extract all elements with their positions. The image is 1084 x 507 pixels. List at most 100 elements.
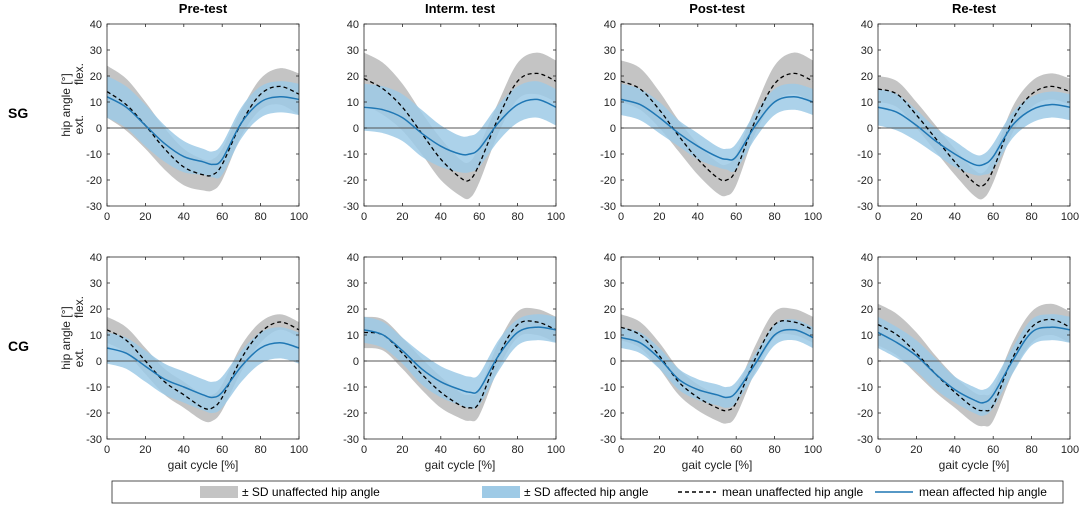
panel-cg-2-x-tick-label: 100 xyxy=(547,444,565,456)
panel-sg-2-y-tick-label: 30 xyxy=(347,45,359,57)
panel-sg-3-y-tick-label: -30 xyxy=(600,201,616,213)
panel-sg-3-y-tick-label: 0 xyxy=(610,123,616,135)
panel-cg-1-x-tick-label: 20 xyxy=(139,444,151,456)
column-title-4: Re-test xyxy=(952,1,997,16)
panel-sg-2-affected-mean-line xyxy=(364,98,556,156)
panel-cg-4-x-tick-label: 0 xyxy=(875,444,881,456)
panel-cg-2-x-tick-label: 0 xyxy=(361,444,367,456)
panel-cg-2-y-tick-label: -30 xyxy=(343,434,359,446)
panel-sg-4-plot-area xyxy=(878,73,1070,200)
panel-sg-4-y-tick-label: 40 xyxy=(861,19,873,31)
panel-cg-1-x-tick-label: 40 xyxy=(178,444,190,456)
panel-cg-3-axes-frame xyxy=(620,256,814,440)
panel-cg-1-y-axis-label: hip angle [°] xyxy=(59,306,73,370)
panel-cg-1-y-tick-label: -20 xyxy=(86,408,102,420)
row-label-sg: SG xyxy=(8,105,28,121)
panel-cg-3-unaffected-sd-band xyxy=(621,307,813,424)
panel-cg-4-y-tick-label: -10 xyxy=(857,382,873,394)
legend-entry-2-label: ± SD affected hip angle xyxy=(524,485,649,499)
panel-sg-2-y-tick-label: 40 xyxy=(347,19,359,31)
panel-sg-4-x-tick-label: 0 xyxy=(875,211,881,223)
panel-sg-1-y-tick-label: 20 xyxy=(90,71,102,83)
panel-sg-3-y-tick-label: 40 xyxy=(604,19,616,31)
panel-cg-3-unaffected-mean-line xyxy=(621,320,813,412)
panel-cg-3-y-tick-label: 40 xyxy=(604,252,616,264)
panel-cg-1-affected-mean-line xyxy=(107,342,299,399)
panel-sg-3-unaffected-sd-band xyxy=(621,52,813,197)
panel-cg-4-x-tick-label: 100 xyxy=(1061,444,1079,456)
panel-sg-4-y-tick-label: -30 xyxy=(857,201,873,213)
legend-entry-2-swatch xyxy=(482,486,520,498)
panel-sg-4-y-tick-label: -20 xyxy=(857,175,873,187)
panel-cg-3-affected-mean-line xyxy=(621,328,813,399)
panel-sg-3-x-tick-label: 60 xyxy=(730,211,742,223)
panel-sg-1-x-tick-label: 40 xyxy=(178,211,190,223)
panel-sg-4-y-tick-label: 30 xyxy=(861,45,873,57)
panel-sg-1-affected-mean-line xyxy=(107,96,299,166)
panel-cg-1-y-tick-label: 40 xyxy=(90,252,102,264)
panel-sg-4-x-tick-label: 40 xyxy=(949,211,961,223)
panel-sg-1-x-tick-label: 20 xyxy=(139,211,151,223)
panel-cg-3-affected-sd-band xyxy=(621,319,813,408)
legend-entry-1-swatch xyxy=(200,486,238,498)
legend-entry-1-label: ± SD unaffected hip angle xyxy=(242,485,380,499)
panel-sg-4-affected-mean-line xyxy=(878,103,1070,167)
panel-cg-3-y-tick-label: -10 xyxy=(600,382,616,394)
panel-sg-4-unaffected-mean-line xyxy=(878,85,1070,188)
panel-sg-2-y-tick-label: 20 xyxy=(347,71,359,83)
panel-cg-2-y-tick-label: 20 xyxy=(347,304,359,316)
panel-cg-4-y-tick-label: 20 xyxy=(861,304,873,316)
panel-sg-2-plot-area xyxy=(364,52,556,200)
panel-sg-1-plot-area xyxy=(107,65,299,192)
panel-sg-3-x-tick-label: 80 xyxy=(768,211,780,223)
panel-sg-4-affected-sd-band xyxy=(878,89,1070,176)
panel-sg-3-y-tick-label: -10 xyxy=(600,149,616,161)
panel-cg-4-y-tick-label: 10 xyxy=(861,330,873,342)
panel-sg-2-x-tick-label: 20 xyxy=(396,211,408,223)
panel-cg-2-x-tick-label: 80 xyxy=(511,444,523,456)
panel-cg-2-y-tick-label: 0 xyxy=(353,356,359,368)
panel-sg-4-x-tick-label: 80 xyxy=(1025,211,1037,223)
panel-cg-3-y-tick-label: 10 xyxy=(604,330,616,342)
panel-cg-2-axes-frame xyxy=(363,256,557,440)
panel-cg-4-affected-sd-band xyxy=(878,314,1070,416)
panel-cg-4-y-tick-label: 40 xyxy=(861,252,873,264)
panel-cg-2-unaffected-mean-line xyxy=(364,320,556,409)
panel-sg-3-y-tick-label: 20 xyxy=(604,71,616,83)
panel-sg-2-x-tick-label: 0 xyxy=(361,211,367,223)
panel-cg-1-y-axis-flex-label: flex. xyxy=(72,296,86,318)
panel-sg-2-x-tick-label: 40 xyxy=(435,211,447,223)
panel-sg-1-y-tick-label: 10 xyxy=(90,97,102,109)
panel-cg-1-y-tick-label: 30 xyxy=(90,278,102,290)
panel-cg-1-y-tick-label: -10 xyxy=(86,382,102,394)
panel-cg-1-affected-sd-band xyxy=(107,327,299,414)
panel-cg-4-x-tick-label: 40 xyxy=(949,444,961,456)
panel-sg-2-axes-frame xyxy=(363,23,557,207)
panel-cg-4-x-tick-label: 60 xyxy=(987,444,999,456)
panel-sg-1-x-tick-label: 60 xyxy=(216,211,228,223)
column-title-1: Pre-test xyxy=(179,1,228,16)
panel-cg-3-y-tick-label: 30 xyxy=(604,278,616,290)
panel-cg-3-y-tick-label: 0 xyxy=(610,356,616,368)
panel-sg-2-unaffected-sd-band xyxy=(364,52,556,200)
panel-cg-3-x-axis-label: gait cycle [%] xyxy=(682,458,753,472)
panel-cg-1-plot-area xyxy=(107,314,299,423)
panel-sg-1-affected-sd-band xyxy=(107,76,299,179)
panel-cg-2-plot-area xyxy=(364,307,556,422)
panel-sg-1-y-tick-label: -30 xyxy=(86,201,102,213)
panel-sg-3-y-tick-label: 30 xyxy=(604,45,616,57)
panel-sg-3-y-tick-label: 10 xyxy=(604,97,616,109)
panel-cg-2-y-tick-label: -20 xyxy=(343,408,359,420)
panel-sg-1-y-tick-label: 40 xyxy=(90,19,102,31)
panel-cg-2-y-tick-label: 30 xyxy=(347,278,359,290)
panel-sg-3-x-tick-label: 100 xyxy=(804,211,822,223)
panel-cg-3-x-tick-label: 20 xyxy=(653,444,665,456)
panel-sg-2-unaffected-mean-line xyxy=(364,72,556,182)
legend-entry-4-label: mean affected hip angle xyxy=(919,485,1047,499)
panel-sg-1-y-axis-flex-label: flex. xyxy=(72,63,86,85)
panel-sg-4-y-tick-label: 10 xyxy=(861,97,873,109)
panel-cg-4-y-tick-label: -30 xyxy=(857,434,873,446)
panel-sg-3-x-tick-label: 0 xyxy=(618,211,624,223)
panel-cg-1-x-tick-label: 0 xyxy=(104,444,110,456)
